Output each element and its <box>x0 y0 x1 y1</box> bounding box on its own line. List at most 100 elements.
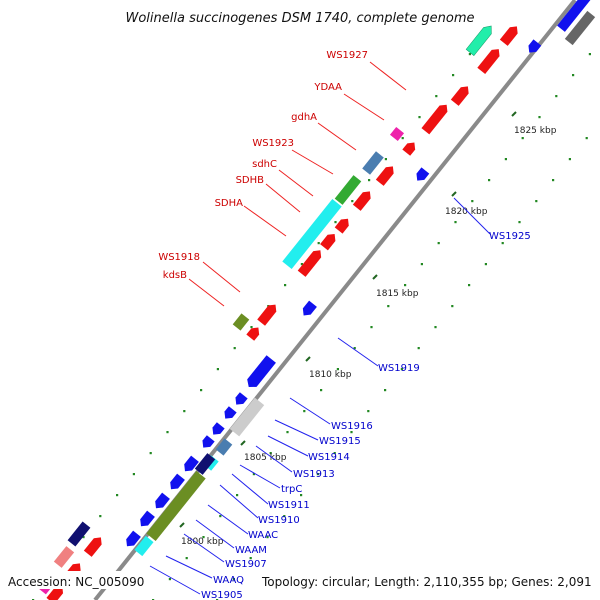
guide-dot <box>132 473 135 476</box>
gene-blue-top <box>557 0 595 32</box>
gene-olive-waam <box>146 471 206 541</box>
label-ws1910: WS1910 <box>258 515 300 526</box>
guide-dot <box>82 536 85 539</box>
gene-gray-ws1916 <box>229 397 265 437</box>
gene-salmon-left <box>53 546 75 568</box>
guide-dot <box>435 95 438 98</box>
gene-blue-r7 <box>212 422 225 435</box>
gene-blue-ws1919 <box>247 355 276 388</box>
gene-blue-r6 <box>224 406 237 419</box>
guide-dot <box>283 515 286 518</box>
guide-dot <box>250 326 253 329</box>
gene-blue-r5 <box>235 392 248 405</box>
label-trpc: trpC <box>281 484 302 495</box>
gene-red-13 <box>83 537 102 557</box>
label-ws1913: WS1913 <box>293 469 335 480</box>
topology-bg <box>256 571 596 589</box>
blue-leader-lines <box>149 197 491 595</box>
guide-dot <box>588 53 591 56</box>
label-ws1905: WS1905 <box>201 590 243 600</box>
label-sdha: SDHA <box>215 198 244 209</box>
guide-dot <box>149 452 152 455</box>
guide-dot <box>370 326 373 329</box>
guide-dot <box>336 368 339 371</box>
gene-pink-ydaa <box>389 126 405 142</box>
guide-dot <box>249 557 252 560</box>
gene-gray-top <box>564 10 596 46</box>
guide-dot <box>252 473 255 476</box>
guide-dot <box>488 179 491 182</box>
gene-navy-ws1913 <box>194 453 216 475</box>
reverse-strand-genes <box>126 39 542 547</box>
label-waac: WAAC <box>248 530 278 541</box>
guide-dot <box>418 116 421 119</box>
guide-dot <box>317 242 320 245</box>
gene-red-2 <box>477 49 500 75</box>
label-ws1919: WS1919 <box>378 363 420 374</box>
guide-dots <box>32 32 591 600</box>
label-waam: WAAM <box>235 545 267 556</box>
tick-1805 <box>240 440 246 446</box>
label-ws1916: WS1916 <box>331 421 373 432</box>
gene-red-1 <box>499 26 518 46</box>
guide-dot <box>552 179 555 182</box>
tick-1820 <box>451 191 457 197</box>
guide-dot <box>185 557 188 560</box>
guide-dot <box>316 473 319 476</box>
map-title: Wolinella succinogenes DSM 1740, complet… <box>125 11 474 26</box>
guide-dot <box>521 137 524 140</box>
guide-dot <box>471 200 474 203</box>
gene-olive-kdsb <box>232 313 250 331</box>
tick-label-1810: 1810 kbp <box>309 370 352 380</box>
gene-blue-r8 <box>202 435 215 448</box>
topology-text: Topology: circular; Length: 2,110,355 bp… <box>261 575 592 589</box>
guide-dot <box>216 368 219 371</box>
guide-dot <box>266 536 269 539</box>
tick-label-1820: 1820 kbp <box>445 207 488 217</box>
gene-blue-r11 <box>155 492 170 509</box>
label-ydaa: YDAA <box>313 82 342 93</box>
guide-dot <box>538 116 541 119</box>
gene-red-7 <box>352 191 371 211</box>
guide-dot <box>585 137 588 140</box>
label-ws1923: WS1923 <box>252 138 294 149</box>
guide-dot <box>504 158 507 161</box>
gene-steelblue-ws1923 <box>362 151 384 175</box>
gene-red-10 <box>297 250 322 277</box>
guide-dot <box>286 431 289 434</box>
guide-dot <box>387 305 390 308</box>
guide-dot <box>367 410 370 413</box>
gene-blue-r2 <box>416 167 430 181</box>
guide-dot <box>468 284 471 287</box>
label-sdhb: SDHB <box>236 175 265 186</box>
guide-dot <box>219 515 222 518</box>
accession-text: Accession: NC_005090 <box>8 575 144 589</box>
forward-strand-genes <box>46 26 518 600</box>
gene-blue-r13 <box>126 530 141 547</box>
label-sdhc: sdhC <box>252 159 277 170</box>
gene-cyan-waaq <box>134 535 154 557</box>
guide-dot <box>233 347 236 350</box>
guide-dot <box>401 137 404 140</box>
guide-dot <box>420 263 423 266</box>
gene-red-3 <box>450 86 469 106</box>
guide-dot <box>166 431 169 434</box>
tick-marks <box>179 111 517 528</box>
gene-steelblue-ws1914 <box>215 438 233 456</box>
gene-red-12 <box>246 327 260 341</box>
guide-dot <box>400 368 403 371</box>
guide-dot <box>351 200 354 203</box>
guide-dot <box>183 410 186 413</box>
tick-label-1805: 1805 kbp <box>244 453 287 463</box>
label-ws1925: WS1925 <box>489 231 531 242</box>
guide-dot <box>437 242 440 245</box>
gene-blue-r3 <box>302 300 317 316</box>
gene-red-9 <box>320 233 336 251</box>
label-gdha: gdhA <box>291 112 317 123</box>
guide-dot <box>350 431 353 434</box>
red-leader-lines <box>188 61 407 307</box>
guide-dot <box>518 221 521 224</box>
gene-blue-r9 <box>184 455 199 472</box>
